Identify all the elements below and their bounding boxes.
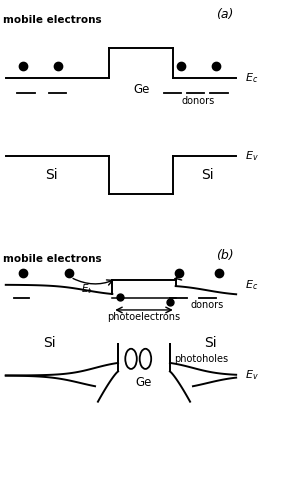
Text: donors: donors xyxy=(190,300,223,310)
Text: photoelectrons: photoelectrons xyxy=(107,312,181,322)
Text: $E_c$: $E_c$ xyxy=(245,278,258,292)
Text: $E_c$: $E_c$ xyxy=(245,71,258,85)
Text: Si: Si xyxy=(204,336,217,350)
Text: Ge: Ge xyxy=(133,83,149,96)
Circle shape xyxy=(140,349,151,369)
Text: photoholes: photoholes xyxy=(174,354,228,364)
Text: Si: Si xyxy=(43,336,55,350)
Text: (b): (b) xyxy=(216,249,234,263)
Text: $E_v$: $E_v$ xyxy=(245,368,259,383)
Text: mobile electrons: mobile electrons xyxy=(3,15,101,25)
Text: Si: Si xyxy=(46,168,58,182)
Circle shape xyxy=(125,349,137,369)
Text: Ge: Ge xyxy=(136,376,152,390)
Text: $E_t$: $E_t$ xyxy=(81,282,92,296)
Text: donors: donors xyxy=(181,96,215,106)
Text: Si: Si xyxy=(201,168,214,182)
Text: (a): (a) xyxy=(216,8,233,21)
Text: $E_v$: $E_v$ xyxy=(245,149,259,163)
Text: mobile electrons: mobile electrons xyxy=(3,254,101,264)
